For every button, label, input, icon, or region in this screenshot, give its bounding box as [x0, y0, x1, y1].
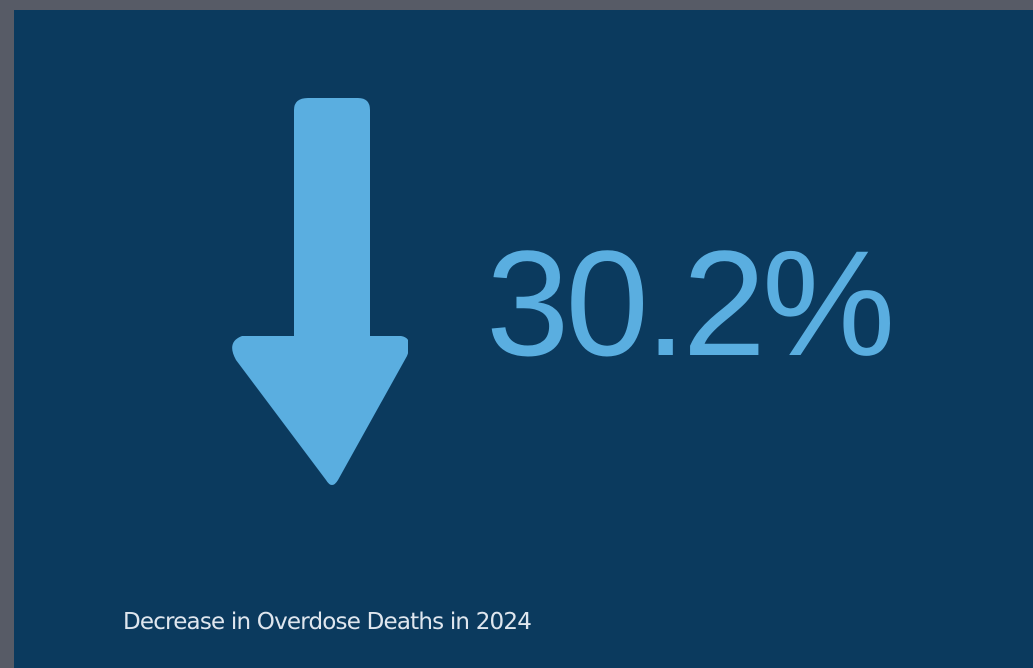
stat-caption: Decrease in Overdose Deaths in 2024	[122, 609, 532, 635]
stat-card: 30.2% Decrease in Overdose Deaths in 202…	[14, 10, 1033, 668]
stat-value: 30.2%	[486, 219, 895, 387]
arrow-down-icon	[228, 98, 408, 490]
